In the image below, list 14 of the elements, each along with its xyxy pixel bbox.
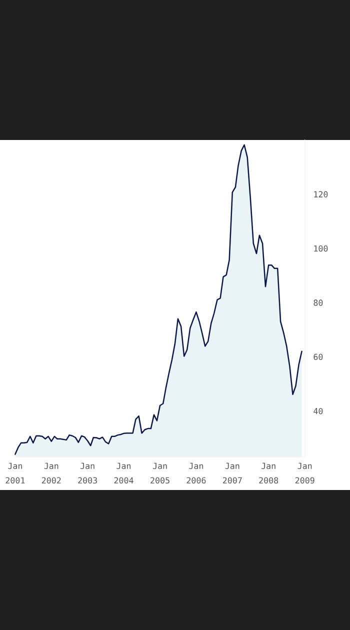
x-tick-label: Jan 2006 — [186, 462, 206, 484]
x-tick-label: Jan 2004 — [114, 462, 134, 484]
x-tick-label: Jan 2003 — [78, 462, 97, 484]
x-tick-label: Jan 2007 — [222, 462, 242, 484]
y-tick-label: 80 — [314, 300, 323, 306]
x-tick-label: Jan 2005 — [150, 462, 170, 484]
y-tick-label: 40 — [314, 408, 323, 414]
x-tick-label: Jan 2008 — [259, 462, 278, 484]
x-tick-label: Jan 2001 — [6, 462, 25, 484]
x-tick-label: Jan 2009 — [295, 462, 314, 484]
y-tick-label: 100 — [314, 245, 328, 252]
y-tick-label: 60 — [314, 354, 323, 360]
y-tick-label: 120 — [314, 191, 328, 198]
x-tick-label: Jan 2002 — [42, 462, 61, 484]
